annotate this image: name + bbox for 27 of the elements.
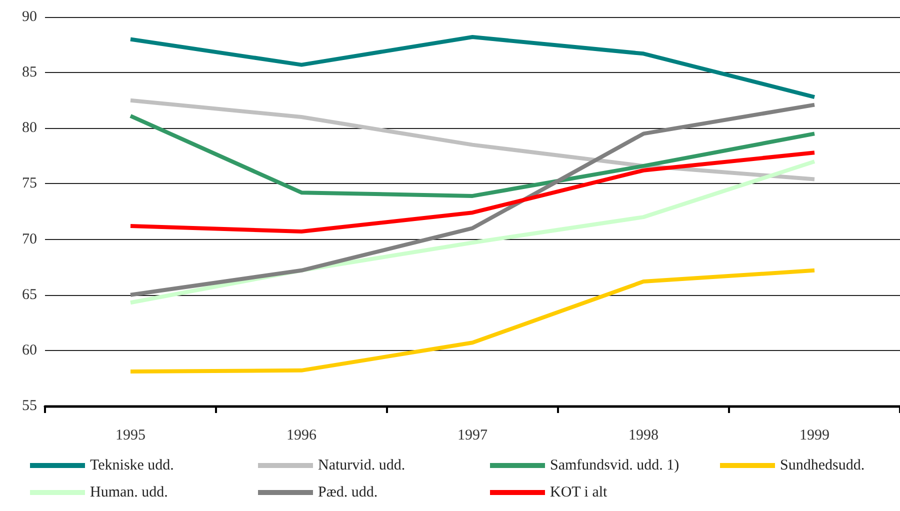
x-tick-label: 1999	[800, 428, 830, 444]
legend-label: Samfundsvid. udd. 1)	[550, 458, 680, 474]
legend-label: Tekniske udd.	[90, 458, 174, 474]
y-tick-label: 55	[22, 398, 37, 414]
legend-label: Sundhedsudd.	[780, 458, 865, 474]
line-series	[128, 268, 816, 374]
x-tick-label: 1998	[628, 428, 658, 444]
y-tick-label: 65	[22, 286, 37, 303]
legend-label: Pæd. udd.	[318, 484, 378, 500]
x-tick-label: 1995	[116, 428, 146, 444]
line-series	[128, 114, 816, 198]
legend-label: Human. udd.	[90, 484, 168, 500]
line-series	[128, 35, 816, 100]
y-tick-label: 85	[22, 64, 37, 81]
line-series	[128, 102, 816, 297]
line-series	[128, 159, 816, 305]
x-tick-label: 1996	[286, 428, 317, 444]
line-series	[128, 98, 816, 182]
y-tick-label: 60	[22, 342, 37, 358]
line-series	[128, 150, 816, 234]
y-tick-label: 80	[22, 120, 37, 136]
y-tick-label: 90	[22, 9, 37, 25]
legend-label: KOT i alt	[550, 484, 608, 500]
y-tick-label: 75	[22, 176, 37, 192]
legend-label: Naturvid. udd.	[318, 458, 406, 474]
y-tick-label: 70	[22, 231, 37, 248]
x-tick-label: 1997	[458, 428, 488, 444]
